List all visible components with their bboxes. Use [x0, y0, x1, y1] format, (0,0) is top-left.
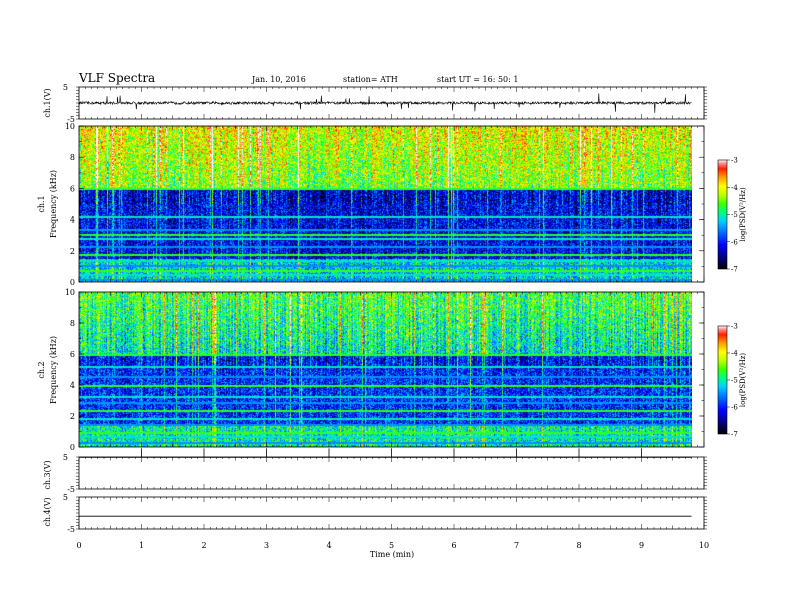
- ch1-waveform-ylabel: ch.1(V): [43, 88, 52, 117]
- station-label: station= ATH: [343, 75, 398, 84]
- ch2-colorbar-tick-label: -5: [731, 377, 738, 385]
- ch1-spectrogram-ytick-label: 6: [70, 184, 75, 193]
- ch1-colorbar-tick-label: -4: [731, 184, 738, 192]
- ch3-waveform-ytick-label: -5: [67, 485, 75, 494]
- ch2-spectrogram-ytick-label: 0: [70, 443, 75, 452]
- ch1-colorbar-tick-label: -6: [731, 238, 738, 246]
- ch3-waveform-ytick-label: 5: [63, 453, 68, 462]
- ch1-spectrogram-ytick-label: 0: [70, 278, 75, 287]
- ch2-spectrogram-ylabel-channel: ch.2: [37, 361, 46, 378]
- ch1-waveform-ytick-label: 5: [63, 83, 68, 92]
- ch1-spectrogram-ytick-label: 10: [65, 122, 75, 131]
- ch2-colorbar-tick-label: -4: [731, 350, 738, 358]
- time-tick-label: 4: [326, 541, 331, 550]
- date-label: Jan. 10, 2016: [251, 75, 306, 84]
- ch2-spectrogram-ytick-label: 8: [70, 319, 75, 328]
- ch2-spectrogram-ylabel: Frequency (kHz): [49, 336, 58, 404]
- ch1-spectrogram-heatmap: [79, 126, 692, 282]
- ch2-spectrogram-ytick-label: 10: [65, 288, 75, 297]
- ch1-spectrogram-ylabel: Frequency (kHz): [49, 170, 58, 238]
- ch2-spectrogram-ytick-label: 2: [70, 412, 75, 421]
- ch3-waveform-ylabel: ch.3(V): [43, 460, 52, 489]
- ch1-colorbar-tick-label: -7: [731, 266, 738, 274]
- time-tick-label: 6: [451, 541, 456, 550]
- ch4-waveform-ytick-label: -5: [67, 525, 75, 534]
- ch2-colorbar: -3 -4 -5 -6 -7 log(PSD(V²/Hz): [717, 323, 747, 439]
- time-tick-label: 3: [264, 541, 269, 550]
- ch2-spectrogram-heatmap: [79, 292, 692, 447]
- ch4-waveform-ylabel: ch.4(V): [43, 497, 52, 526]
- ch1-waveform-panel: 5 -5: [63, 83, 707, 124]
- ch2-colorbar-scale: [717, 325, 728, 435]
- ch1-spectrogram-ytick-label: 8: [70, 153, 75, 162]
- time-axis: 0 1 2 3 4 5 6 7 8 9 10: [76, 541, 709, 550]
- ch1-spectrogram-ylabel-channel: ch.1: [37, 195, 46, 212]
- ch1-colorbar-label: log(PSD(V²/Hz): [739, 187, 747, 242]
- ch4-waveform-ytick-label: 5: [63, 493, 68, 502]
- time-axis-label: Time (min): [370, 550, 414, 559]
- ch1-colorbar-tick-label: -5: [731, 211, 738, 219]
- time-tick-label: 0: [76, 541, 81, 550]
- ch1-colorbar: -3 -4 -5 -6 -7 log(PSD(V²/Hz): [717, 157, 747, 274]
- ch2-colorbar-label: log(PSD(V²/Hz): [739, 353, 747, 408]
- ch1-waveform-trace: [78, 93, 692, 113]
- ch2-colorbar-tick-label: -7: [731, 431, 738, 439]
- figure-title: VLF Spectra: [78, 71, 155, 85]
- ch1-spectrogram-ytick-label: 4: [70, 216, 75, 225]
- time-tick-label: 7: [514, 541, 519, 550]
- ch1-waveform-ytick-label: -5: [67, 115, 75, 124]
- ch1-spectrogram-ytick-label: 2: [70, 247, 75, 256]
- time-tick-label: 10: [699, 541, 709, 550]
- ch3-waveform-panel: 5 -5: [63, 448, 707, 494]
- time-tick-label: 1: [139, 541, 144, 550]
- time-tick-label: 5: [389, 541, 394, 550]
- time-tick-label: 8: [576, 541, 581, 550]
- ch2-spectrogram-ytick-label: 6: [70, 350, 75, 359]
- time-tick-label: 9: [639, 541, 644, 550]
- ch4-waveform-panel: 5 -5: [63, 493, 707, 534]
- ch2-spectrogram-panel: 0 2 4 6 8 10: [65, 288, 705, 452]
- ch2-colorbar-tick-label: -3: [731, 323, 738, 331]
- ch1-colorbar-scale: [717, 159, 728, 270]
- time-tick-label: 2: [201, 541, 206, 550]
- ch2-spectrogram-ytick-label: 4: [70, 381, 75, 390]
- ch1-colorbar-tick-label: -3: [731, 157, 738, 165]
- ch2-colorbar-tick-label: -6: [731, 404, 738, 412]
- ch1-spectrogram-panel: 0 2 4 6 8 10: [65, 122, 705, 287]
- start-time-label: start UT = 16: 50: 1: [437, 75, 518, 84]
